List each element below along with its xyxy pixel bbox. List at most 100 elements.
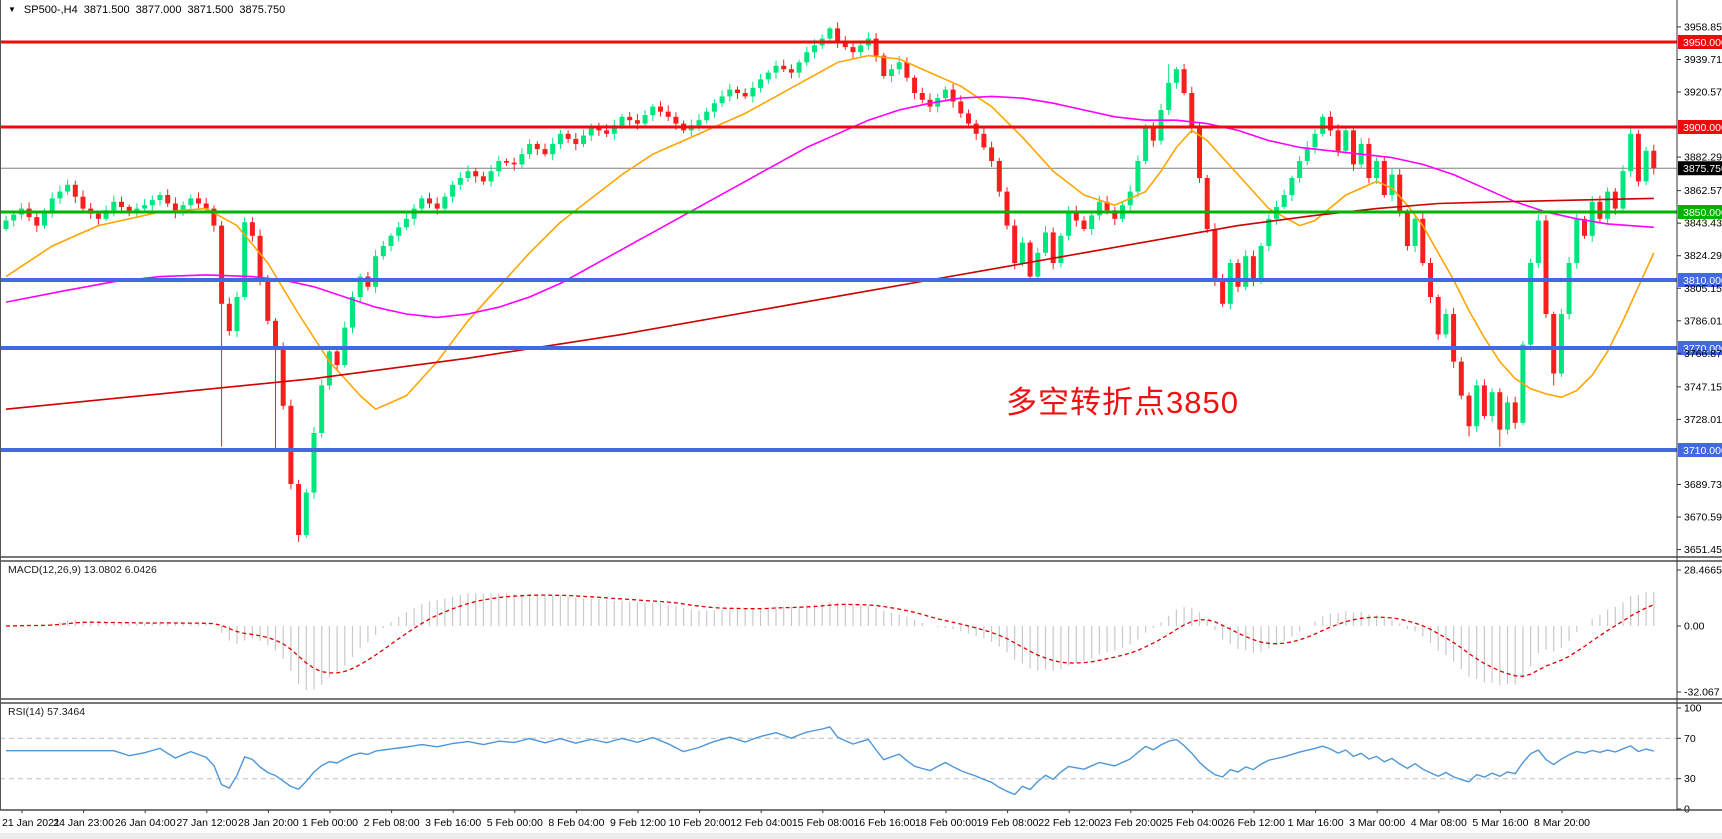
candle-body [812, 45, 817, 53]
candle-body [1651, 150, 1657, 169]
time-axis-label: 24 Jan 23:00 [53, 817, 114, 829]
high-value: 3877.000 [135, 4, 182, 16]
candle-body [696, 120, 702, 126]
macd-indicator-label: MACD(12,26,9) 13.0802 6.0426 [8, 564, 157, 576]
candle-body [1628, 133, 1634, 172]
price-tick-label: 3824.290 [1684, 250, 1722, 262]
candle-body [1589, 201, 1595, 236]
candle-body [1605, 191, 1611, 219]
candle-body [488, 171, 494, 182]
candle-body [1050, 232, 1056, 264]
candle-body [719, 96, 725, 104]
candle-body [1081, 220, 1087, 230]
low-value: 3871.500 [187, 4, 234, 16]
candle-body [1197, 126, 1202, 179]
bottom-scrollbar-strip[interactable] [0, 833, 1722, 839]
candle-body [1404, 212, 1410, 247]
rsi-tick-label: 30 [1684, 773, 1696, 785]
candle-body [1543, 220, 1549, 315]
candle-body [1335, 130, 1341, 151]
candle-body [49, 198, 55, 213]
candle-body [211, 208, 217, 226]
price-level-badge-label: 3770.000 [1683, 343, 1722, 355]
price-tick-label: 3670.590 [1684, 512, 1722, 524]
candle-body [1227, 263, 1233, 304]
time-axis-label: 22 Feb 12:00 [1038, 817, 1100, 829]
candle-body [550, 143, 556, 155]
rsi-line [6, 726, 1654, 796]
time-axis-label: 3 Feb 16:00 [425, 817, 481, 829]
price-tick-label: 3843.430 [1684, 218, 1722, 230]
candle-body [1481, 385, 1487, 417]
candle-body [496, 160, 502, 172]
candle-body [1112, 210, 1118, 219]
candle-body [180, 205, 186, 213]
chart-annotation-text[interactable]: 多空转折点3850 [1006, 385, 1239, 420]
candle-body [165, 195, 171, 204]
candle-body [1420, 218, 1426, 264]
price-tick-label: 3882.290 [1684, 152, 1722, 164]
candle-body [149, 200, 155, 206]
candle-body [788, 69, 794, 73]
time-axis-label: 1 Mar 16:00 [1288, 817, 1344, 829]
candle-body [973, 123, 979, 134]
candle-body [388, 235, 394, 247]
candle-body [273, 320, 278, 349]
candle-body [442, 196, 448, 209]
candle-body [842, 41, 848, 48]
candle-body [781, 65, 787, 70]
candle-body [457, 178, 463, 185]
candle-body [142, 205, 148, 209]
candle-body [1620, 171, 1626, 209]
candle-body [1497, 392, 1503, 430]
price-level-badge [1678, 119, 1722, 134]
candle-body [34, 217, 40, 226]
expander-icon[interactable]: ▼ [8, 5, 16, 14]
candle-body [1458, 361, 1464, 396]
candle-body [1558, 314, 1564, 374]
time-axis-label: 27 Jan 12:00 [176, 817, 237, 829]
candle-body [1582, 218, 1587, 236]
macd-signal-line [5, 594, 1655, 677]
symbol-timeframe-label: SP500-,H4 [23, 4, 78, 16]
candle-body [303, 492, 309, 536]
candle-body [835, 28, 841, 42]
candle-body [1058, 235, 1064, 264]
candle-body [904, 62, 910, 78]
candle-body [1135, 160, 1141, 192]
candle-body [380, 246, 386, 257]
candle-body [396, 227, 402, 236]
price-level-badge [1678, 205, 1722, 220]
candle-body [172, 203, 178, 213]
candle-body [465, 171, 471, 179]
price-tick-label: 3939.710 [1684, 54, 1722, 66]
candle-body [134, 208, 140, 213]
candle-body [126, 206, 132, 213]
candle-body [573, 138, 579, 144]
macd-tick-label: -32.067 [1684, 687, 1720, 699]
candle-body [1212, 229, 1218, 281]
candle-body [557, 133, 563, 144]
candle-body [296, 484, 302, 536]
candle-body [1597, 201, 1603, 219]
candle-body [350, 297, 355, 328]
time-axis-label: 28 Jan 20:00 [238, 817, 299, 829]
candle-body [942, 89, 948, 99]
candle-body [403, 218, 409, 228]
candle-body [1027, 242, 1033, 277]
time-axis-label: 8 Mar 20:00 [1534, 817, 1590, 829]
time-axis-label: 5 Feb 00:00 [487, 817, 543, 829]
time-axis-label: 16 Feb 16:00 [853, 817, 915, 829]
candle-body [981, 133, 987, 148]
candle-body [1297, 160, 1303, 179]
candle-body [504, 160, 509, 163]
current-price-badge [1678, 161, 1722, 176]
candle-body [1397, 174, 1403, 213]
candle-body [711, 103, 717, 112]
candle-body [42, 212, 47, 226]
candle-body [1366, 143, 1372, 179]
candle-body [758, 79, 764, 88]
candle-body [1343, 130, 1349, 151]
